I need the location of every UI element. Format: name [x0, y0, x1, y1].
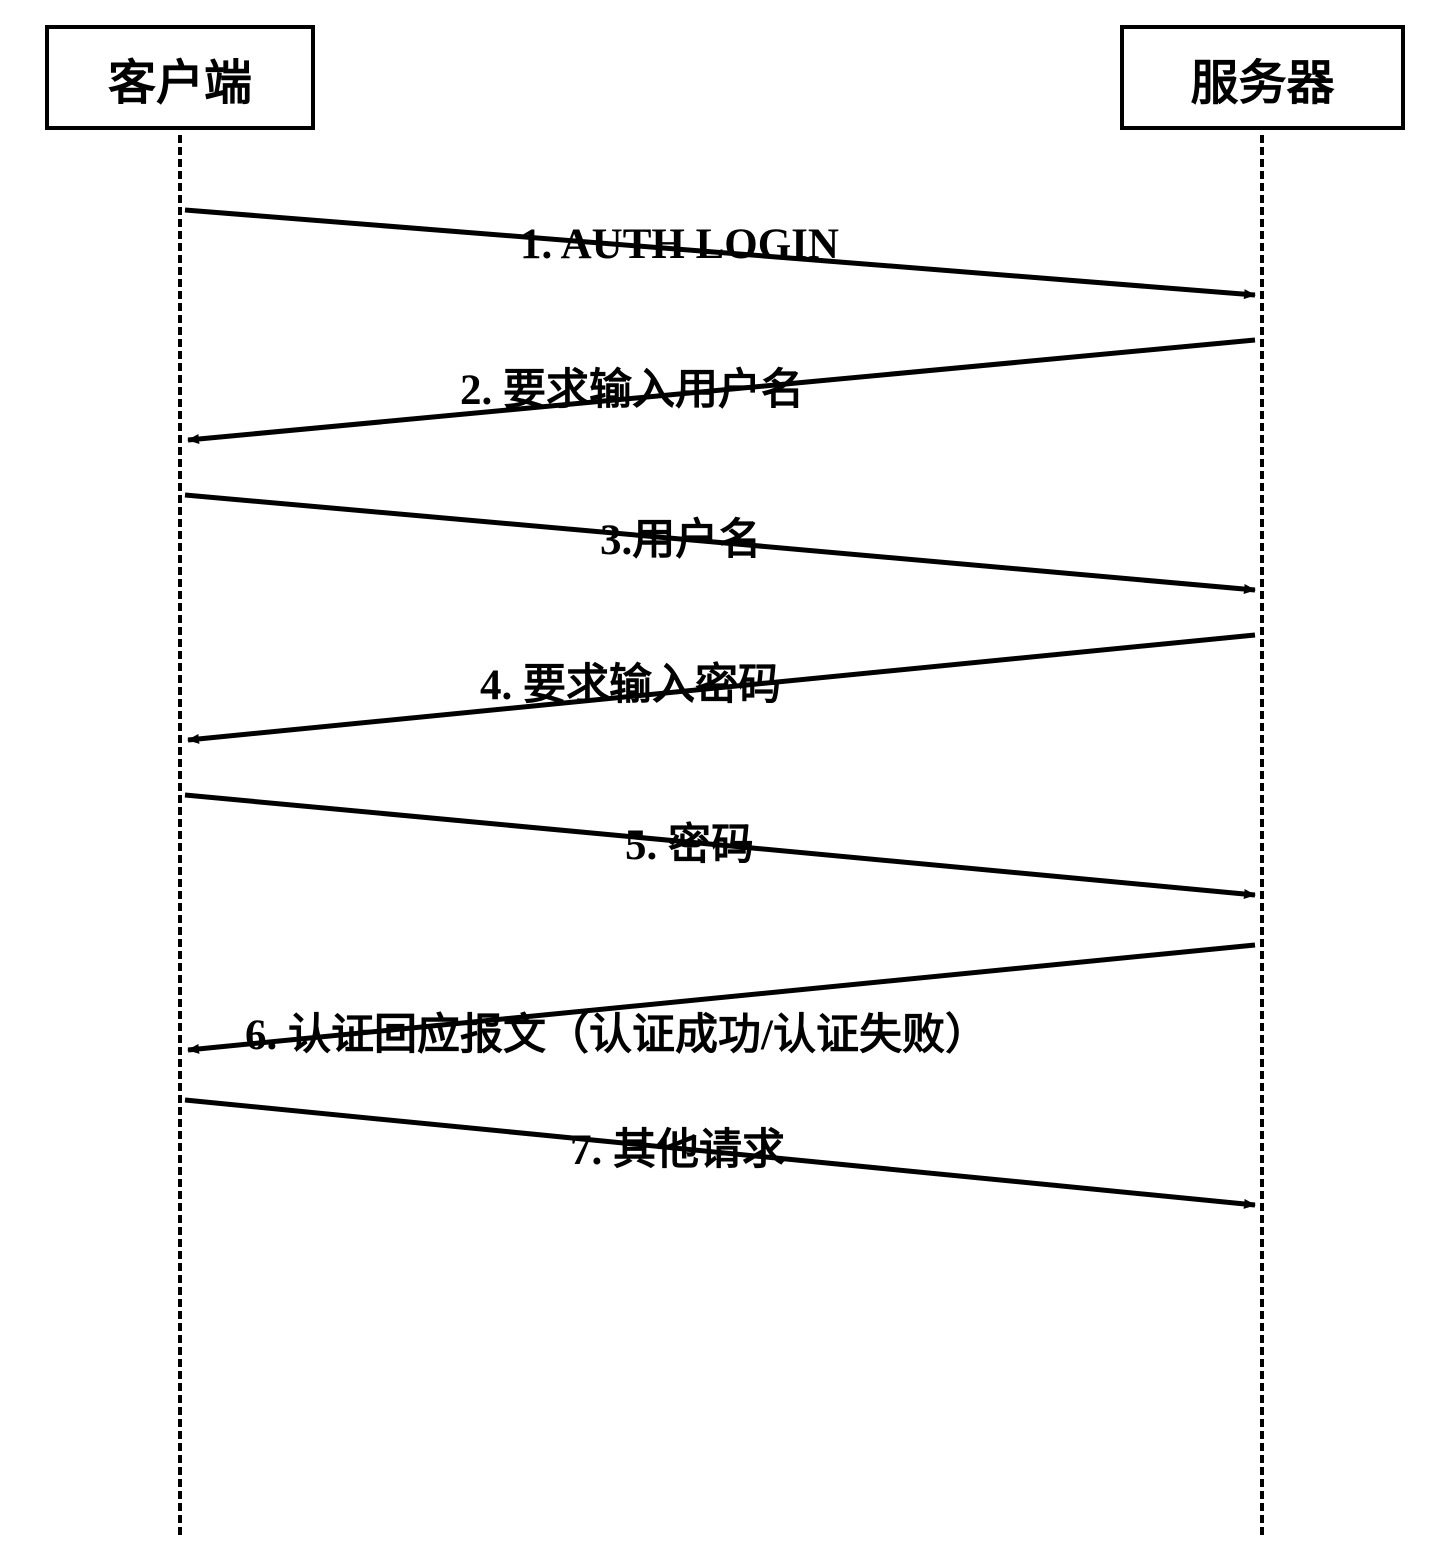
- msg-7-label: 7. 其他请求: [570, 1115, 785, 1177]
- msg-2-label: 2. 要求输入用户名: [460, 355, 804, 417]
- msg-3-label: 3.用户名: [600, 505, 761, 567]
- msg-1-label: 1. AUTH LOGIN: [520, 220, 839, 269]
- msg-4-label: 4. 要求输入密码: [480, 650, 781, 712]
- msg-5-label: 5. 密码: [625, 810, 754, 872]
- msg-6-label: 6. 认证回应报文（认证成功/认证失败）: [245, 1000, 988, 1062]
